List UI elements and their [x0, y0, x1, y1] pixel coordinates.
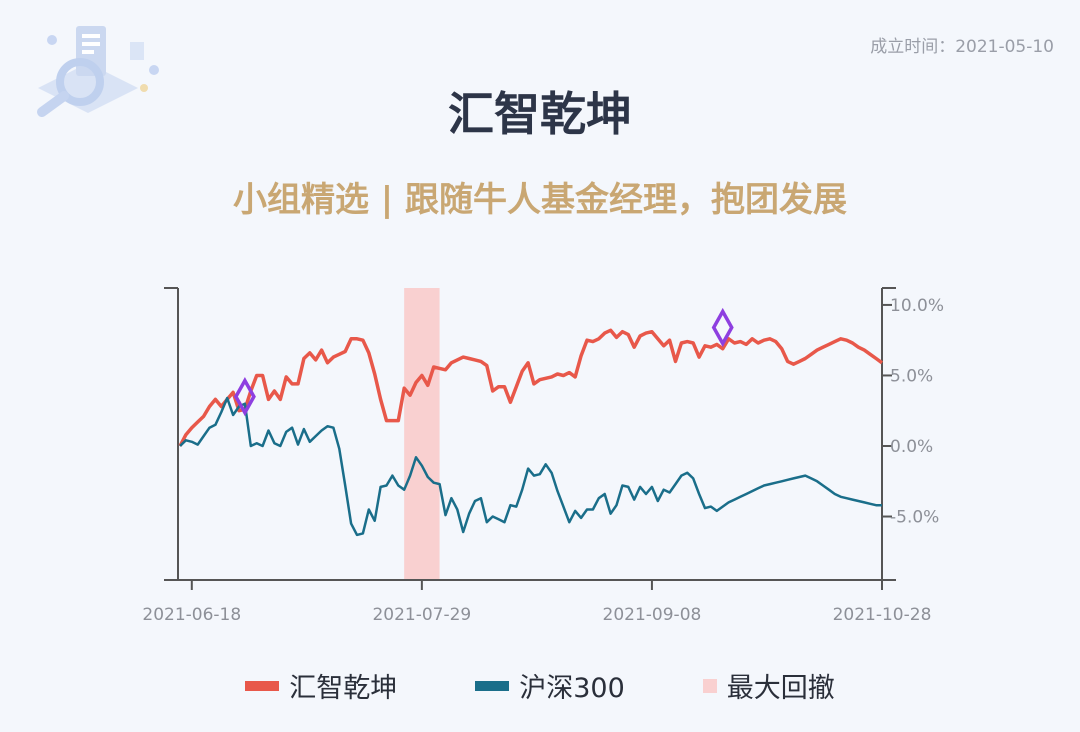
diamond-marker-2: [711, 307, 734, 348]
legend-item-benchmark[interactable]: 沪深300: [475, 666, 625, 705]
legend-label-benchmark: 沪深300: [519, 673, 625, 704]
performance-chart: 10.0% 5.0% 0.0% -5.0% 2021-06-18 2021-07-29 20…: [142, 287, 944, 625]
series-line-benchmark: [179, 396, 882, 537]
x-tick-label: 2021-06-18: [142, 605, 241, 625]
x-tick-label: 2021-09-08: [603, 605, 702, 625]
magnifier-illustration-icon: [37, 26, 159, 117]
x-tick-label: 2021-10-28: [833, 605, 932, 625]
y-tick-label: -5.0%: [890, 508, 939, 528]
established-date: 成立时间：2021-05-10: [870, 37, 1054, 57]
max-drawdown-band: [404, 288, 440, 580]
diamond-marker-1: [233, 377, 256, 417]
legend-item-drawdown[interactable]: 最大回撤: [702, 666, 835, 705]
series-line-fund: [178, 328, 884, 447]
legend-swatch-benchmark: [475, 680, 510, 691]
legend-swatch-drawdown: [702, 678, 717, 693]
legend-label-fund: 汇智乾坤: [289, 673, 398, 704]
y-tick-label: 5.0%: [890, 366, 933, 386]
legend-item-fund[interactable]: 汇智乾坤: [245, 666, 397, 705]
y-tick-label: 10.0%: [890, 296, 944, 316]
page-title: 汇智乾坤: [448, 87, 632, 141]
legend-swatch-fund: [245, 680, 280, 691]
x-tick-label: 2021-07-29: [372, 605, 471, 625]
legend-label-drawdown: 最大回撤: [726, 673, 835, 704]
chart-legend: 汇智乾坤 沪深300 最大回撤: [0, 666, 1080, 705]
y-tick-label: 0.0%: [890, 437, 933, 457]
page-subtitle: 小组精选 | 跟随牛人基金经理，抱团发展: [232, 180, 848, 220]
